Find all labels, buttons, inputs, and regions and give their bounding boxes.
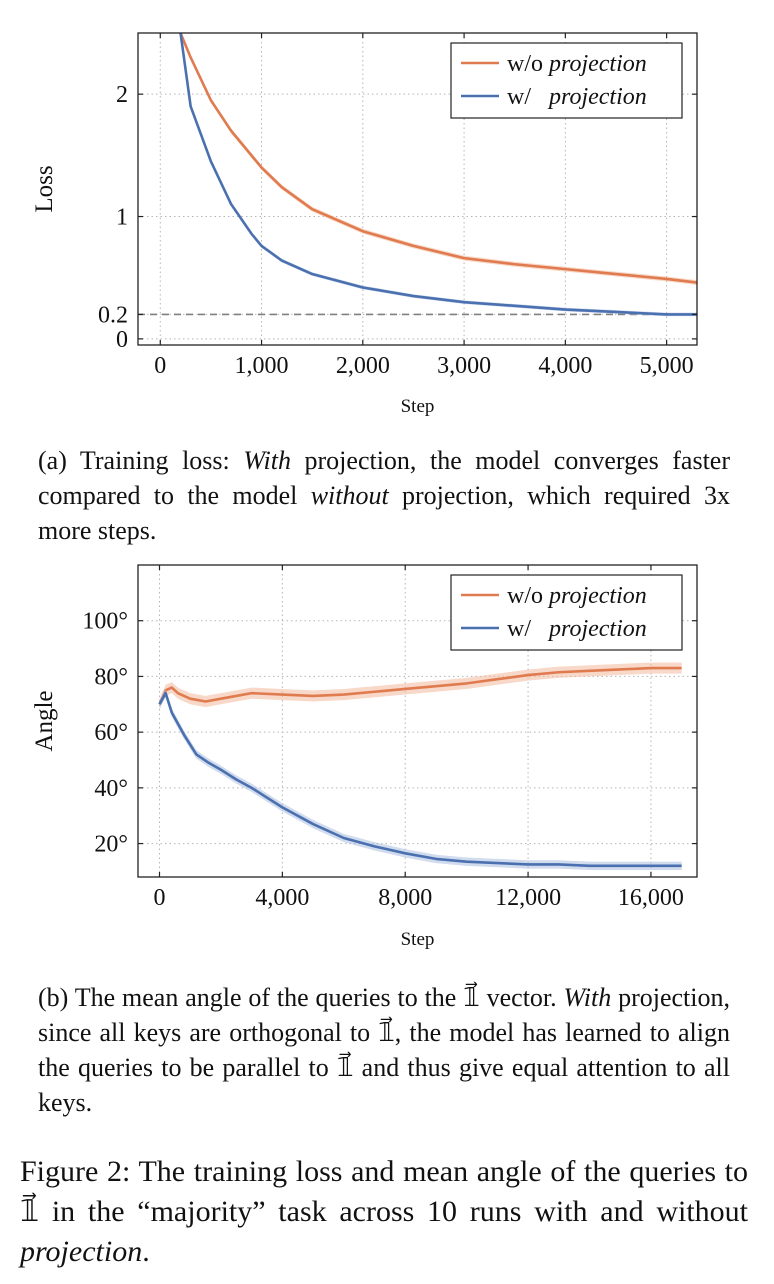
x-tick-label: 3,000 bbox=[437, 353, 491, 379]
caption-b-suffix: projection, since all keys are orthogona… bbox=[38, 983, 730, 1117]
x-axis-title: Step bbox=[401, 396, 435, 417]
y-tick-label: 0 bbox=[116, 327, 128, 353]
figure-caption-suffix: . bbox=[142, 1235, 150, 1268]
series-line-orange bbox=[158, 666, 682, 705]
x-tick-label: 4,000 bbox=[538, 353, 592, 379]
figure-caption: Figure 2: The training loss and mean ang… bbox=[20, 1152, 748, 1272]
caption-a-middle: projection, the model converges faster c… bbox=[38, 446, 731, 510]
grid bbox=[138, 565, 697, 877]
figure-caption-prefix: Figure 2: The training loss and mean ang… bbox=[20, 1155, 748, 1228]
legend-label: w/o projection bbox=[507, 583, 647, 609]
angle-chart: 0 4,000 8,000 12,000 16,000 20° 40° 60° 80° 100° S… bbox=[31, 564, 698, 950]
series-line-orange bbox=[179, 33, 697, 284]
x-tick-label: 2,000 bbox=[336, 353, 390, 379]
legend-label-prefix: w/o bbox=[507, 583, 549, 609]
y-tick-label: 2 bbox=[116, 82, 128, 108]
caption-a-prefix: (a) Training loss: bbox=[38, 446, 244, 475]
x-axis-title: Step bbox=[401, 929, 435, 950]
x-tick-label: 12,000 bbox=[495, 885, 561, 911]
plot-area bbox=[158, 662, 682, 871]
legend-label-prefix: w/ bbox=[507, 84, 537, 110]
y-tick-label: 80° bbox=[94, 664, 128, 690]
legend-label-prefix: w/ bbox=[507, 616, 537, 642]
x-tick-label: 5,000 bbox=[640, 353, 694, 379]
y-tick-label: 20° bbox=[94, 832, 128, 858]
y-tick-label: 60° bbox=[94, 720, 128, 746]
caption-a-emphasis-without: without bbox=[310, 481, 389, 510]
loss-chart: 0 1,000 2,000 3,000 4,000 5,00000.212StepLoss… bbox=[31, 32, 698, 417]
legend-label: w/ projection bbox=[507, 616, 647, 642]
caption-a: (a) Training loss: With projection, the … bbox=[38, 443, 730, 548]
y-tick-label: 40° bbox=[94, 776, 128, 802]
legend-label: w/o projection bbox=[507, 51, 647, 77]
series-line-blue bbox=[158, 691, 682, 868]
x-tick-label: 0 bbox=[154, 353, 166, 379]
legend-label-prefix: w/o bbox=[507, 51, 549, 77]
caption-a-emphasis-with: With bbox=[243, 446, 291, 475]
caption-b: (b) The mean angle of the queries to the… bbox=[38, 980, 730, 1120]
series-band-orange bbox=[159, 662, 682, 710]
y-axis-title: Angle bbox=[31, 690, 58, 751]
legend-label: w/ projection bbox=[507, 84, 647, 110]
x-tick-label: 1,000 bbox=[235, 353, 289, 379]
x-tick-label: 16,000 bbox=[618, 885, 684, 911]
y-tick-label: 1 bbox=[116, 205, 128, 231]
series-line-blue bbox=[179, 33, 697, 316]
x-tick-label: 4,000 bbox=[255, 885, 309, 911]
axes-frame bbox=[137, 564, 698, 878]
caption-b-prefix: (b) The mean angle of the queries to the… bbox=[38, 983, 564, 1012]
legend-box bbox=[450, 42, 683, 119]
legend-label-italic: projection bbox=[547, 616, 647, 642]
y-axis-title: Loss bbox=[31, 165, 58, 212]
caption-b-emphasis-with: With bbox=[563, 983, 612, 1012]
legend-box bbox=[450, 574, 683, 651]
x-tick-label: 0 bbox=[154, 885, 166, 911]
figure-caption-emphasis: projection bbox=[20, 1235, 143, 1268]
caption-a-suffix: projection, which required 3x more steps… bbox=[38, 481, 730, 545]
axes-frame bbox=[137, 32, 698, 346]
legend-label-italic: projection bbox=[547, 84, 647, 110]
y-tick-label: 100° bbox=[82, 609, 128, 635]
legend-label-italic: projection bbox=[547, 51, 647, 77]
x-tick-label: 8,000 bbox=[378, 885, 432, 911]
legend-label-italic: projection bbox=[547, 583, 647, 609]
y-tick-label: 0.2 bbox=[98, 302, 128, 328]
plot-area bbox=[179, 33, 697, 317]
